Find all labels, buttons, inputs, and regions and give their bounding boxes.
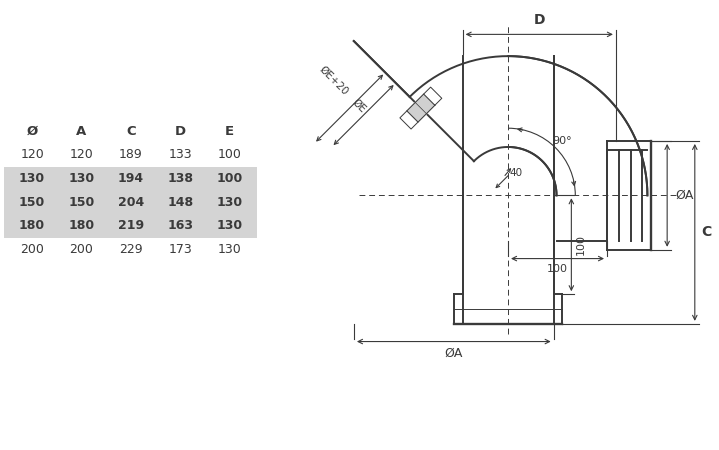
- Text: 148: 148: [168, 196, 193, 209]
- Text: 90°: 90°: [553, 136, 572, 146]
- Text: ØA: ØA: [675, 189, 693, 202]
- Text: D: D: [533, 14, 545, 27]
- Text: 180: 180: [68, 220, 94, 233]
- Text: 130: 130: [68, 172, 94, 185]
- Text: 150: 150: [68, 196, 95, 209]
- Text: 219: 219: [118, 220, 144, 233]
- Text: ØA: ØA: [444, 346, 463, 360]
- Text: A: A: [76, 125, 86, 138]
- Text: 100: 100: [577, 234, 586, 255]
- Text: 200: 200: [20, 243, 44, 256]
- Text: C: C: [126, 125, 136, 138]
- Polygon shape: [407, 94, 435, 122]
- Text: 150: 150: [19, 196, 45, 209]
- Text: 130: 130: [216, 196, 243, 209]
- Text: 133: 133: [168, 148, 192, 162]
- Text: Ø: Ø: [27, 125, 37, 138]
- Bar: [4, 190, 257, 214]
- Text: 200: 200: [70, 243, 93, 256]
- Text: 194: 194: [118, 172, 144, 185]
- Text: 204: 204: [118, 196, 144, 209]
- Text: C: C: [702, 225, 712, 239]
- Text: 180: 180: [19, 220, 45, 233]
- Text: 100: 100: [216, 172, 243, 185]
- Text: 120: 120: [20, 148, 44, 162]
- Text: 40: 40: [510, 167, 523, 178]
- Text: 120: 120: [70, 148, 93, 162]
- Text: ØE: ØE: [350, 98, 367, 115]
- Bar: [4, 214, 257, 238]
- Bar: [4, 167, 257, 190]
- Text: E: E: [225, 125, 234, 138]
- Text: 130: 130: [216, 220, 243, 233]
- Text: ØE+20: ØE+20: [317, 65, 350, 98]
- Text: 189: 189: [119, 148, 143, 162]
- Text: 100: 100: [547, 264, 568, 274]
- Text: 130: 130: [218, 243, 242, 256]
- Text: 100: 100: [218, 148, 242, 162]
- Text: 163: 163: [168, 220, 193, 233]
- Text: 173: 173: [168, 243, 192, 256]
- Text: 138: 138: [168, 172, 193, 185]
- Text: 130: 130: [19, 172, 45, 185]
- Text: D: D: [175, 125, 186, 138]
- Text: 229: 229: [119, 243, 142, 256]
